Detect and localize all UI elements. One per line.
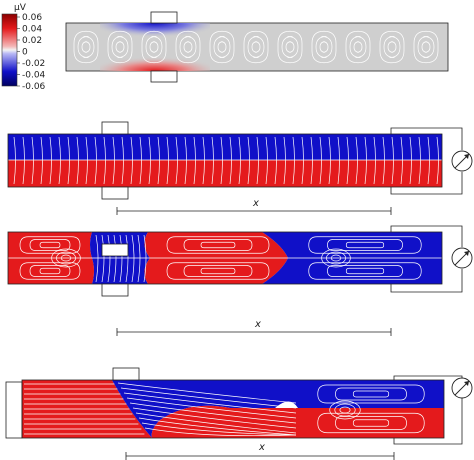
- panel-1-positive-region: [100, 47, 210, 71]
- panel-4-streamlines: [24, 382, 425, 437]
- colorbar-tick-label: 0.04: [22, 25, 42, 35]
- colorbar: µV 0.06 0.040.02 0-0.02 -0.04-0.06: [1, 3, 46, 92]
- panel-4-outline: [21, 379, 445, 439]
- panel-2-streamlines: [8, 136, 442, 185]
- panel-4-middle-red: [151, 405, 298, 438]
- panel-2-x-label: x: [252, 198, 259, 209]
- panel-3-segment-4: [262, 232, 442, 258]
- panel-2: x: [7, 121, 473, 215]
- colorbar-tick-label: -0.04: [22, 71, 46, 81]
- panel-3-segment-3: [144, 232, 288, 258]
- panel-2-negative-layer: [8, 134, 442, 160]
- panel-3-circuit-wire: [390, 225, 463, 247]
- panel-4-right-red: [298, 408, 444, 438]
- colorbar-tick-label: 0: [22, 48, 28, 58]
- voltmeter-icon: [451, 377, 473, 399]
- panel-1-top-contact: [150, 11, 178, 24]
- panel-2-circuit-wire: [390, 127, 463, 150]
- panel-1-negative-region: [100, 23, 210, 47]
- colorbar-tick-label: -0.06: [22, 82, 46, 92]
- panel-3-top-contact: [101, 243, 129, 257]
- colorbar-tick-label: 0.02: [22, 36, 42, 46]
- panel-4-circuit-wire: [393, 375, 463, 380]
- panel-3-bottom-contact: [101, 283, 129, 297]
- voltmeter-icon: [451, 247, 473, 269]
- panel-3-x-label: x: [254, 319, 261, 330]
- colorbar-unit: µV: [14, 3, 27, 13]
- panel-4-blue-region: [112, 380, 444, 438]
- panel-2-positive-layer: [8, 160, 442, 187]
- panel-4-top-contact: [112, 367, 140, 381]
- panel-4: x: [5, 367, 473, 460]
- colorbar-tick-label: -0.02: [22, 59, 45, 69]
- colorbar-gradient: [1, 13, 18, 87]
- panel-4-x-label: x: [258, 442, 265, 453]
- panel-2-top-contact: [101, 121, 129, 135]
- panel-2-outline: [7, 133, 443, 188]
- panel-2-circuit-wire-lower: [390, 172, 463, 195]
- panel-2-bottom-contact: [101, 186, 129, 200]
- panel-1: [65, 11, 449, 83]
- panel-3: x: [7, 225, 473, 336]
- voltmeter-icon: [451, 150, 473, 172]
- panel-1-streamlines: [73, 30, 439, 64]
- panel-1-bottom-contact: [150, 70, 178, 83]
- panel-3-outline: [7, 231, 443, 285]
- panel-4-left-contact: [5, 381, 23, 439]
- panel-3-segment-1-top: [8, 258, 94, 284]
- colorbar-tick-label: 0.06: [22, 13, 42, 23]
